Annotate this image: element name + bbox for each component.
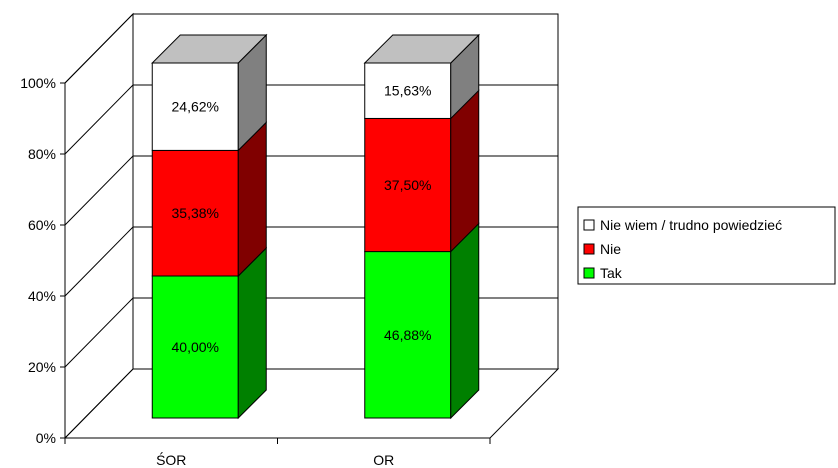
gridline-diagonal — [64, 84, 134, 155]
y-tick-label: 0% — [36, 430, 56, 446]
y-tick-label: 60% — [28, 217, 56, 233]
data-label: 35,38% — [172, 205, 219, 221]
legend-label: Nie — [600, 241, 621, 257]
data-label: 37,50% — [384, 177, 431, 193]
bar-segment — [364, 251, 452, 419]
bar-segment — [151, 62, 239, 151]
bar-segment — [364, 117, 452, 253]
y-tick-label: 80% — [28, 146, 56, 162]
legend: Nie wiem / trudno powiedzieć Nie Tak — [577, 206, 836, 285]
bar-top — [151, 34, 268, 64]
bar-segment — [151, 149, 239, 277]
x-tick-label: OR — [373, 452, 394, 468]
y-tick-label: 100% — [20, 75, 56, 91]
legend-swatch — [583, 243, 595, 255]
bar-segment-side — [237, 246, 267, 420]
legend-box — [577, 206, 836, 285]
gridline-diagonal — [64, 155, 134, 226]
data-labels: 40,00% 35,38% 24,62% 46,88% 37,50% 15,63% — [172, 83, 432, 355]
legend-label: Nie wiem / trudno powiedzieć — [600, 217, 782, 233]
data-label: 24,62% — [172, 99, 219, 115]
gridline-diagonal — [64, 226, 134, 297]
bars — [151, 33, 480, 420]
legend-swatch — [583, 267, 595, 279]
bar-segment — [151, 275, 239, 419]
bar-segment — [364, 62, 452, 119]
bar-top — [363, 34, 480, 64]
data-label: 46,88% — [384, 327, 431, 343]
axes: 0% 20% 40% 60% 80% 100% ŚOR OR — [20, 75, 491, 468]
y-tick-label: 20% — [28, 359, 56, 375]
gridline-diagonal — [64, 297, 134, 368]
data-label: 15,63% — [384, 83, 431, 99]
left-wall — [64, 12, 134, 440]
gridlines — [64, 13, 558, 368]
y-tick-label: 40% — [28, 288, 56, 304]
x-tick-label: ŚOR — [156, 451, 186, 468]
gridline-diagonal — [64, 13, 134, 84]
chart-walls — [63, 12, 560, 440]
data-label: 40,00% — [172, 339, 219, 355]
bar-segment-side — [450, 222, 480, 420]
legend-swatch — [583, 219, 595, 231]
floor — [63, 368, 560, 439]
legend-label: Tak — [600, 265, 623, 281]
